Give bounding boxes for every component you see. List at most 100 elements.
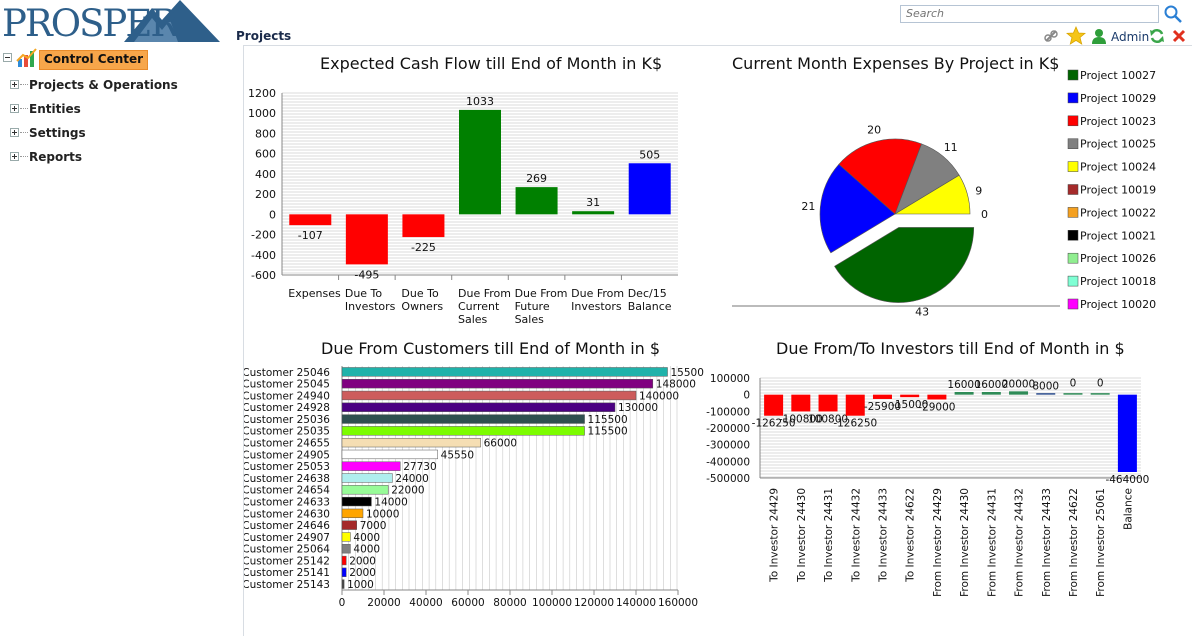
data-label: -25900 [864, 401, 901, 413]
data-label: 115500 [588, 414, 628, 426]
legend-label: Project 10023 [1080, 115, 1156, 128]
search-input[interactable] [900, 5, 1159, 23]
legend-label: Project 10027 [1080, 69, 1156, 82]
x-tick-label: Balance [628, 300, 672, 313]
x-tick-label: To Investor 24622 [905, 488, 917, 583]
data-label: 4000 [353, 544, 380, 556]
tree-expand-icon[interactable] [10, 80, 19, 89]
x-tick-label: Investors [345, 300, 396, 313]
data-label: 7000 [360, 520, 387, 532]
investor-bar [845, 394, 865, 416]
refresh-icon[interactable] [1149, 28, 1165, 44]
x-tick-label: From Investor 24431 [986, 488, 998, 597]
x-tick-label: Due From [515, 287, 568, 300]
y-tick-label: Customer 25036 [244, 414, 330, 426]
legend-swatch [1067, 138, 1079, 149]
legend-swatch [1067, 275, 1079, 287]
x-tick-label: To Investor 24432 [850, 488, 862, 583]
x-tick-label: From Investor 24430 [959, 488, 971, 597]
data-label: 1000 [347, 579, 374, 591]
x-tick-label: From Investor 24429 [932, 488, 944, 597]
legend-label: Project 10021 [1080, 229, 1156, 242]
investor-bar [1036, 393, 1056, 395]
expenses-pie-chart[interactable]: 43 21 20 11 9 0 Project 10027 Project 10029 Proj… [720, 62, 1190, 322]
unlink-icon[interactable] [1043, 28, 1059, 44]
x-tick-label: From Investor 24622 [1068, 488, 1080, 597]
data-label: 100800 [808, 413, 848, 425]
customer-bar [341, 567, 347, 577]
data-label: -495 [354, 268, 379, 281]
slice-label: 0 [981, 208, 988, 221]
customer-bar [341, 555, 347, 566]
data-label: 31 [586, 196, 600, 209]
x-tick-label: Due To [345, 287, 383, 300]
data-label: 0 [1097, 378, 1104, 390]
investor-bar [1117, 394, 1137, 472]
y-tick-label: Customer 25053 [244, 461, 330, 473]
y-tick-label: 600 [255, 148, 276, 161]
tree-root-control-center[interactable]: Control Center [39, 50, 149, 70]
y-tick-label: Customer 24905 [244, 449, 330, 461]
x-tick-label: To Investor 24429 [769, 488, 781, 583]
investors-bar-chart[interactable]: 100000 0 -100000 -200000 -300000 -400000 -5000… [700, 362, 1190, 612]
data-label: -107 [298, 229, 323, 242]
search-icon[interactable] [1163, 4, 1183, 24]
investor-bar [927, 394, 947, 400]
data-label: 14000 [374, 496, 407, 508]
slice-label: 43 [915, 305, 929, 318]
legend-label: Project 10020 [1080, 298, 1156, 311]
y-tick-label: -400000 [706, 456, 750, 468]
x-tick-label: Future [515, 300, 550, 313]
investor-bar [872, 394, 892, 399]
x-tick-label: To Investor 24433 [877, 488, 889, 583]
prosper-logo[interactable]: PROSPER [2, 0, 220, 45]
slice-label: 9 [975, 185, 982, 198]
user-icon[interactable] [1091, 28, 1107, 44]
logo-mountains-icon [124, 0, 220, 42]
x-tick-label: 40000 [409, 597, 442, 609]
close-icon[interactable] [1172, 29, 1186, 43]
data-label: 1033 [466, 95, 494, 108]
legend-swatch [1067, 115, 1079, 127]
customer-bar [341, 426, 585, 436]
cashflow-bar [515, 187, 558, 215]
data-label: 4000 [353, 532, 380, 544]
legend-label: Project 10019 [1080, 184, 1156, 197]
customer-bar [341, 485, 389, 495]
cashflow-chart[interactable]: 1200 1000 800 600 400 200 0 -200 -400 -600 -107 Exp… [244, 82, 694, 332]
legend-swatch [1067, 298, 1079, 310]
legend-label: Project 10025 [1080, 138, 1156, 151]
y-tick-label: Customer 25064 [244, 544, 330, 556]
customer-bar [341, 367, 668, 377]
data-label: 66000 [484, 438, 517, 450]
expenses-chart-title: Current Month Expenses By Project in K$ [732, 54, 1060, 73]
cashflow-bar [345, 214, 388, 265]
y-tick-label: Customer 24638 [244, 473, 330, 485]
cashflow-bar [459, 109, 501, 215]
x-tick-label: Balance [1122, 488, 1134, 530]
slice-label: 20 [867, 124, 881, 137]
tree-collapse-toggle[interactable] [3, 53, 12, 62]
x-tick-label: To Investor 24431 [823, 488, 835, 583]
admin-user-link[interactable]: Admin [1111, 30, 1150, 44]
customer-bar [341, 532, 351, 542]
x-tick-label: 20000 [367, 597, 400, 609]
tree-expand-icon[interactable] [10, 152, 19, 161]
customer-bar [341, 544, 351, 554]
legend-label: Project 10029 [1080, 92, 1156, 105]
data-label: 20000 [1002, 378, 1035, 390]
y-tick-label: -400 [251, 249, 276, 262]
star-icon[interactable] [1066, 26, 1086, 45]
y-tick-label: Customer 24646 [244, 520, 330, 532]
data-label: 24000 [395, 473, 428, 485]
investor-bar [1009, 391, 1029, 395]
tree-expand-icon[interactable] [10, 104, 19, 113]
y-tick-label: Customer 25046 [244, 367, 330, 379]
control-center-icon [16, 48, 37, 67]
customers-bar-chart[interactable]: 155000 Customer 25046 148000 Customer 25045… [244, 362, 704, 617]
y-tick-label: Customer 24633 [244, 496, 330, 508]
data-label: -15000 [891, 399, 928, 411]
y-tick-label: -600 [251, 269, 276, 282]
legend-swatch [1067, 92, 1079, 104]
tree-expand-icon[interactable] [10, 128, 19, 137]
